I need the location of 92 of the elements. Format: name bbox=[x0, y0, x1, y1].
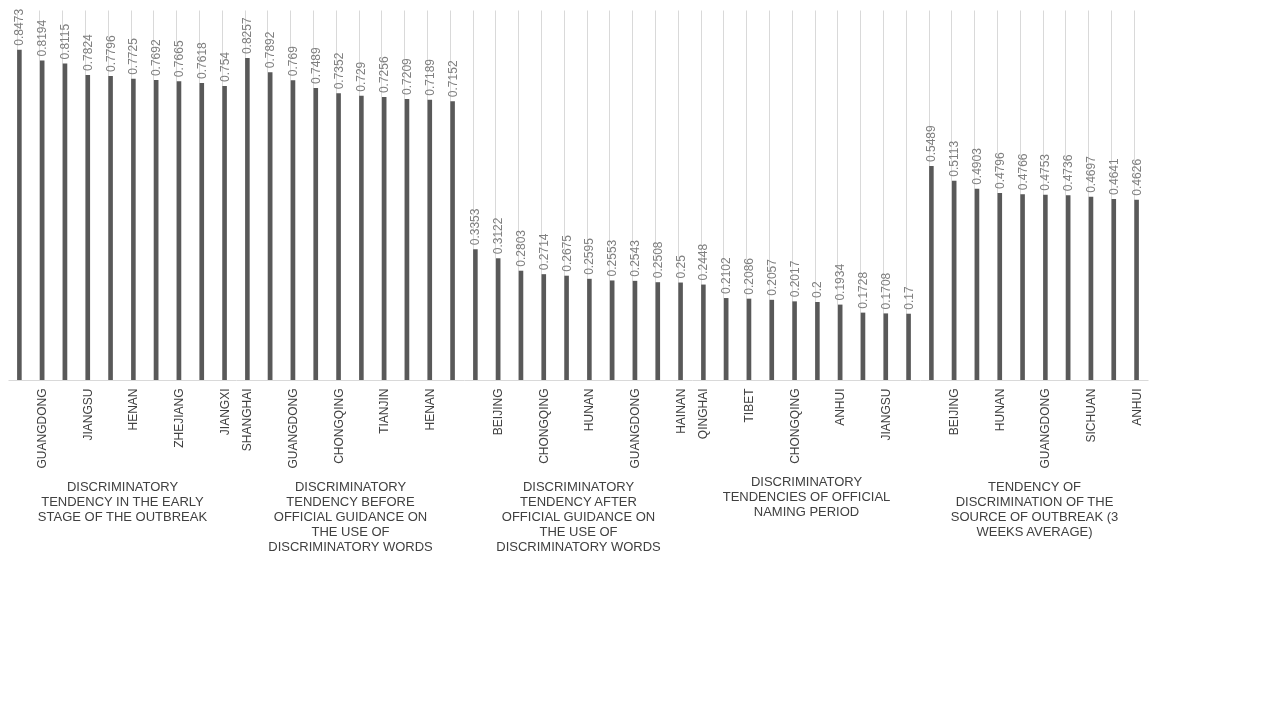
data-label: 0.1934 bbox=[833, 263, 848, 301]
data-label: 0.7892 bbox=[263, 31, 278, 69]
x-tick-label: SICHUAN bbox=[1084, 388, 1098, 443]
data-label: 0.7489 bbox=[308, 46, 323, 85]
x-tick-label: GUANGDONG bbox=[35, 388, 50, 469]
data-label: 0.2714 bbox=[536, 233, 551, 271]
bar bbox=[245, 58, 250, 380]
data-label: 0.8194 bbox=[35, 19, 50, 57]
x-tick-label: CHONGQING bbox=[536, 388, 551, 464]
data-label: 0.2508 bbox=[650, 241, 665, 279]
x-tick-label: HAINAN bbox=[673, 388, 688, 434]
data-label: 0.2102 bbox=[719, 257, 734, 295]
data-label: 0.8257 bbox=[240, 17, 255, 55]
x-tick-label: JIANGXI bbox=[217, 388, 232, 436]
x-tick-label: HENAN bbox=[422, 388, 437, 431]
data-label: 0.7352 bbox=[331, 52, 346, 90]
x-axis-title: DISCRIMINATORY TENDENCY IN THE EARLY STAGE OF THE OUTBREAK bbox=[37, 478, 208, 524]
data-label: 0.4626 bbox=[1129, 158, 1144, 196]
data-label: 0.7796 bbox=[103, 35, 118, 73]
data-label: 0.4697 bbox=[1084, 155, 1098, 193]
data-label: 0.7725 bbox=[126, 37, 141, 75]
x-axis-title: TENDENCY OF DISCRIMINATION OF THE SOURCE OF OUTBREAK (3 WEEKS AVERAGE) bbox=[950, 478, 1119, 539]
data-label: 0.5113 bbox=[947, 140, 962, 177]
data-label: 0.7256 bbox=[377, 56, 392, 94]
data-label: 0.5489 bbox=[924, 124, 939, 162]
data-label: 0.2057 bbox=[764, 258, 779, 296]
data-label: 0.2448 bbox=[696, 243, 711, 281]
data-label: 0.2595 bbox=[582, 237, 597, 275]
data-label: 0.8115 bbox=[58, 23, 72, 60]
x-tick-label: SHANGHAI bbox=[240, 388, 255, 452]
x-tick-label: GUANGDONG bbox=[286, 388, 300, 469]
x-tick-label: JIANGSU bbox=[80, 388, 95, 441]
x-tick-label: JIANGSU bbox=[878, 388, 893, 441]
x-axis-title: DISCRIMINATORY TENDENCIES OF OFFICIAL NAMING PERIOD bbox=[722, 473, 891, 519]
data-label: 0.8473 bbox=[12, 8, 27, 46]
data-label: 0.4753 bbox=[1038, 153, 1053, 191]
x-tick-label: TIANJIN bbox=[377, 388, 392, 434]
data-label: 0.2543 bbox=[628, 239, 642, 277]
data-label: 0.7209 bbox=[400, 57, 414, 95]
bar bbox=[678, 282, 683, 380]
x-tick-label: ANHUI bbox=[833, 388, 848, 426]
data-label: 0.7152 bbox=[445, 60, 460, 98]
data-label: 0.4903 bbox=[970, 147, 984, 185]
bar bbox=[587, 278, 592, 380]
x-tick-label: ZHEJIANG bbox=[172, 388, 186, 448]
x-tick-label: BEIJING bbox=[947, 388, 962, 436]
data-label: 0.4796 bbox=[992, 151, 1007, 190]
data-label: 0.2017 bbox=[787, 260, 802, 298]
data-label: 0.3122 bbox=[491, 217, 506, 255]
x-axis-title: DISCRIMINATORY TENDENCY AFTER OFFICIAL GUIDANCE ON THE USE OF DISCRIMINATORY WORDS bbox=[496, 478, 662, 554]
data-label: 0.7824 bbox=[80, 33, 95, 71]
x-tick-label: TIBET bbox=[742, 387, 756, 423]
data-label: 0.7665 bbox=[172, 40, 186, 78]
x-tick-label: HUNAN bbox=[992, 388, 1007, 432]
x-tick-label: CHONGQING bbox=[331, 388, 346, 464]
data-label: 0.2553 bbox=[605, 239, 620, 277]
x-axis-title: DISCRIMINATORY TENDENCY BEFORE OFFICIAL GUIDANCE ON THE USE OF DISCRIMINATORY WORDS bbox=[268, 478, 434, 554]
x-tick-label: QINGHAI bbox=[696, 388, 711, 440]
data-label: 0.4736 bbox=[1061, 154, 1076, 192]
bar bbox=[359, 95, 364, 380]
data-label: 0.2675 bbox=[559, 234, 574, 272]
data-label: 0.4641 bbox=[1106, 158, 1121, 196]
bar bbox=[450, 101, 455, 380]
data-label: 0.2086 bbox=[742, 257, 756, 295]
bar bbox=[564, 275, 569, 380]
x-tick-label: GUANGDONG bbox=[1038, 388, 1053, 469]
data-label: 0.754 bbox=[217, 51, 232, 83]
bar bbox=[906, 313, 911, 380]
bar bbox=[473, 249, 478, 380]
data-label: 0.1728 bbox=[856, 271, 870, 309]
bar bbox=[815, 302, 820, 380]
data-label: 0.729 bbox=[354, 61, 369, 92]
data-label: 0.4766 bbox=[1015, 153, 1030, 191]
x-tick-label: BEIJING bbox=[491, 388, 506, 436]
x-tick-label: HUNAN bbox=[582, 388, 597, 432]
x-tick-label: ANHUI bbox=[1129, 388, 1144, 426]
data-label: 0.2 bbox=[810, 281, 825, 299]
data-label: 0.17 bbox=[901, 286, 916, 310]
bar bbox=[701, 284, 706, 380]
data-label: 0.2803 bbox=[514, 229, 528, 267]
data-label: 0.3353 bbox=[468, 208, 483, 246]
data-label: 0.769 bbox=[286, 45, 300, 77]
data-label: 0.1708 bbox=[878, 272, 893, 310]
data-label: 0.7692 bbox=[149, 39, 164, 77]
data-label: 0.7618 bbox=[194, 41, 209, 79]
x-tick-label: HENAN bbox=[126, 388, 141, 431]
bar bbox=[336, 93, 341, 380]
x-tick-label: CHONGQING bbox=[787, 388, 802, 464]
data-label: 0.25 bbox=[673, 254, 688, 279]
data-label: 0.7189 bbox=[422, 58, 437, 96]
bar bbox=[792, 301, 797, 380]
x-tick-label: GUANGDONG bbox=[628, 388, 642, 469]
